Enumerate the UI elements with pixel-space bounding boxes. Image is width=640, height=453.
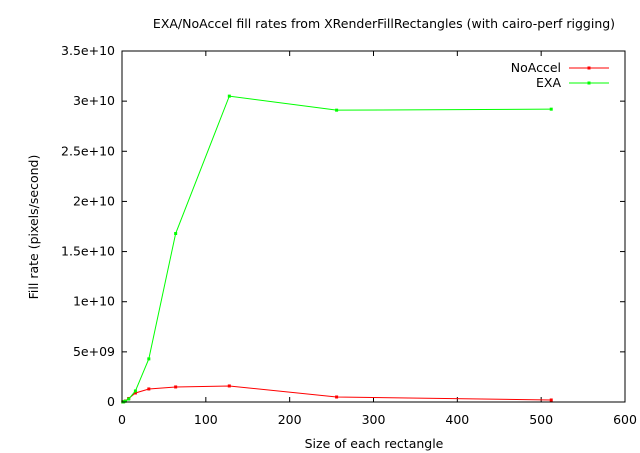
- data-point: [147, 387, 151, 391]
- y-tick-label: 5e+09: [73, 344, 115, 359]
- data-point: [123, 399, 127, 403]
- data-point: [133, 391, 137, 395]
- data-point: [127, 397, 131, 401]
- x-tick-label: 0: [118, 412, 126, 427]
- data-point: [227, 384, 231, 388]
- legend-label: EXA: [536, 75, 561, 90]
- x-axis-label: Size of each rectangle: [305, 436, 444, 451]
- series-exa: [121, 94, 553, 404]
- x-tick-label: 400: [445, 412, 469, 427]
- series-line: [122, 385, 552, 403]
- data-point: [147, 357, 151, 361]
- x-tick-label: 100: [194, 412, 218, 427]
- data-point: [335, 395, 339, 399]
- y-tick-label: 3e+10: [73, 93, 115, 108]
- data-point: [227, 94, 231, 98]
- data-point: [174, 232, 178, 236]
- y-tick-label: 3.5e+10: [61, 43, 115, 58]
- y-tick-label: 2.5e+10: [61, 143, 115, 158]
- y-tick-label: 2e+10: [73, 193, 115, 208]
- x-tick-label: 500: [529, 412, 553, 427]
- x-tick-label: 300: [362, 412, 386, 427]
- series-layer: [121, 94, 553, 404]
- data-point: [549, 107, 553, 111]
- x-tick-label: 600: [613, 412, 637, 427]
- y-tick-label: 0: [107, 394, 115, 409]
- y-tick-label: 1.5e+10: [61, 244, 115, 259]
- data-point: [174, 385, 178, 389]
- data-point: [335, 108, 339, 112]
- data-point: [133, 389, 137, 393]
- legend-label: NoAccel: [511, 60, 561, 75]
- legend-swatch-point: [587, 66, 591, 70]
- series-noaccel: [121, 384, 553, 404]
- chart-title: EXA/NoAccel fill rates from XRenderFillR…: [153, 16, 615, 31]
- y-tick-label: 1e+10: [73, 294, 115, 309]
- y-axis-label: Fill rate (pixels/second): [26, 155, 41, 300]
- legend-swatch-point: [587, 81, 591, 85]
- series-line: [122, 95, 552, 403]
- x-tick-label: 200: [278, 412, 302, 427]
- tick-layer: 0 5e+09 1e+10 1.5e+10 2e+10 2.5e+10 3e+10 3.5e+…: [61, 43, 637, 427]
- plot-frame: [121, 50, 626, 403]
- data-point: [549, 398, 553, 402]
